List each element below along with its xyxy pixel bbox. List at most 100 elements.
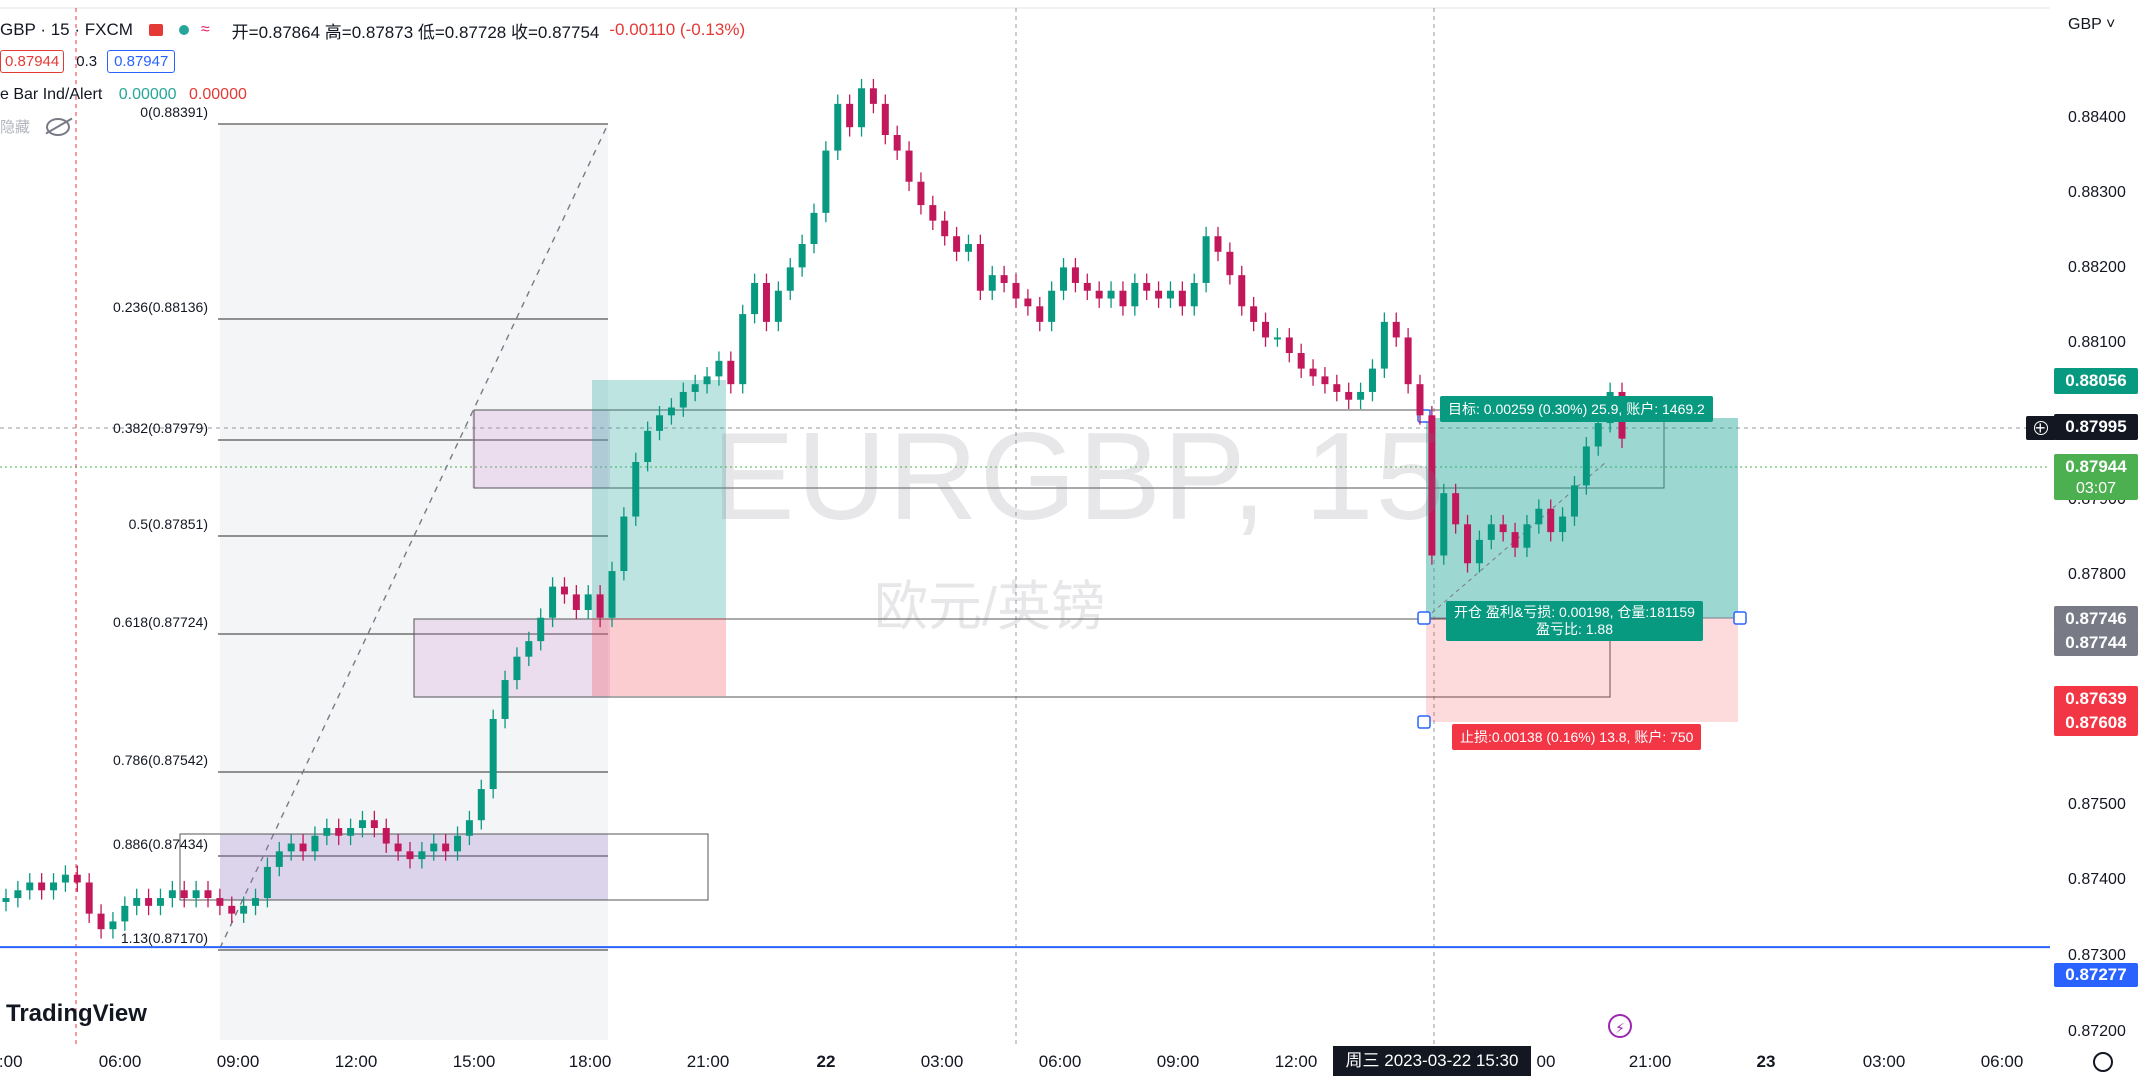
candle-body — [1250, 306, 1258, 322]
price-tick-label: 0.87200 — [2068, 1023, 2126, 1040]
candle-body — [1083, 282, 1091, 291]
indicator-value-1: 0.00000 — [118, 86, 177, 103]
candle-body — [1452, 493, 1460, 525]
fib-level-label: 0.236(0.88136) — [113, 299, 208, 315]
time-tick-label: 09:00 — [216, 1052, 260, 1071]
candle-body — [1071, 267, 1079, 283]
candle-body — [85, 882, 93, 914]
candle-body — [560, 586, 568, 595]
candle-body — [1178, 290, 1186, 307]
candle-body — [240, 905, 248, 914]
candle-body — [1190, 282, 1198, 307]
candle-body — [1440, 493, 1448, 556]
candle-body — [489, 718, 497, 790]
candle-body — [1499, 524, 1507, 533]
stop-label[interactable]: 止损:0.00138 (0.16%) 13.8, 账户: 750 — [1452, 724, 1702, 750]
candle-body — [1048, 290, 1056, 322]
candle-body — [929, 205, 937, 221]
candle-body — [477, 789, 485, 821]
candle-body — [1511, 532, 1519, 548]
position-profit-area-2 — [1426, 418, 1738, 618]
candle-body — [1594, 423, 1602, 447]
candle-body — [537, 617, 545, 642]
indicator-value-2: 0.00000 — [189, 86, 247, 103]
candle-body — [145, 898, 153, 906]
time-tick-label: 03:00 — [920, 1052, 964, 1071]
candle-body — [1143, 282, 1151, 291]
time-tick-label: 15:00 — [452, 1052, 496, 1071]
price-tick-label: 0.87800 — [2068, 566, 2126, 583]
time-tick-label: 06:00 — [98, 1052, 142, 1071]
candle-body — [905, 150, 913, 182]
price-label-horizontal-line: 0.87277 — [2054, 963, 2138, 987]
candle-body — [549, 586, 557, 618]
candle-body — [620, 516, 628, 572]
open-position-label[interactable]: 开仓 盈利&亏损: 0.00198, 仓量:181159 盈亏比: 1.88 — [1446, 601, 1703, 641]
time-tick-label: 0:00 — [0, 1052, 23, 1071]
time-tick-label: 23 — [1756, 1052, 1776, 1071]
add-plus-icon[interactable] — [2026, 416, 2056, 440]
lightning-icon[interactable]: ⚡ — [1608, 1014, 1632, 1038]
candle-body — [323, 827, 331, 836]
candle-body — [679, 391, 687, 408]
candle-body — [1285, 337, 1293, 354]
candle-body — [1166, 290, 1174, 299]
candle-body — [1523, 524, 1531, 548]
open-position-line-2: 盈亏比: 1.88 — [1535, 621, 1613, 637]
candle-body — [798, 244, 806, 268]
price-tick-label: 0.88400 — [2068, 109, 2126, 126]
candle-body — [1547, 508, 1555, 533]
candle-body — [1297, 353, 1305, 369]
candle-body — [1345, 391, 1353, 400]
price-label-target: 0.88056 — [2054, 368, 2138, 394]
price-scale[interactable] — [2052, 0, 2154, 1080]
trade-buttons: 0.87944 0.3 0.87947 — [0, 50, 176, 73]
wave-icon: ≈ — [200, 21, 210, 38]
candle-body — [204, 890, 212, 899]
open-position-line-1: 开仓 盈利&亏损: 0.00198, 仓量:181159 — [1454, 604, 1695, 620]
candle-body — [1416, 384, 1424, 416]
price-tick-label: 0.87400 — [2068, 871, 2126, 888]
drag-handle — [1417, 715, 1431, 729]
candle-body — [1487, 524, 1495, 540]
watermark-description: 欧元/英镑 — [874, 577, 1106, 637]
candle-body — [109, 921, 117, 930]
candle-body — [572, 594, 580, 610]
candle-body — [739, 314, 747, 385]
price-label-last: 0.87944 — [2054, 454, 2138, 480]
eye-hidden-icon[interactable] — [46, 117, 71, 136]
candle-body — [1559, 516, 1567, 533]
currency-selector[interactable]: GBP ˅ — [2068, 16, 2115, 34]
price-tick-label: 0.88300 — [2068, 184, 2126, 201]
tradingview-logo-text: TradingView — [6, 1000, 147, 1027]
candle-body — [810, 212, 818, 245]
buy-button[interactable]: 0.87947 — [107, 50, 176, 73]
candle-body — [465, 820, 473, 836]
tradingview-logo: TradingView — [6, 1000, 147, 1028]
indicator-legend[interactable]: e Bar Ind/Alert 0.00000 0.00000 — [0, 86, 247, 104]
candle-body — [1119, 290, 1127, 307]
base-zone — [220, 834, 608, 900]
fib-trend-line — [219, 123, 609, 949]
candle-body — [133, 898, 141, 906]
candle-body — [762, 282, 770, 322]
symbol-title[interactable]: GBP · 15 · FXCM — [0, 20, 133, 39]
candle-body — [228, 905, 236, 914]
currency-label: GBP — [2068, 16, 2102, 33]
candle-body — [275, 851, 283, 867]
settings-gear-icon[interactable] — [2093, 1052, 2113, 1072]
candle-body — [50, 882, 58, 891]
candle-body — [1060, 267, 1068, 291]
candle-body — [1155, 290, 1163, 299]
candle-body — [287, 843, 295, 852]
candle-body — [869, 88, 877, 104]
hidden-indicator-row[interactable]: 隐藏 — [0, 116, 71, 137]
candle-body — [252, 898, 260, 906]
candle-body — [1464, 524, 1472, 564]
candle-body — [1095, 290, 1103, 299]
time-tick-label: 09:00 — [1156, 1052, 1200, 1071]
target-label[interactable]: 目标: 0.00259 (0.30%) 25.9, 账户: 1469.2 — [1440, 396, 1713, 422]
sell-button[interactable]: 0.87944 — [0, 50, 65, 73]
candle-body — [121, 905, 129, 922]
